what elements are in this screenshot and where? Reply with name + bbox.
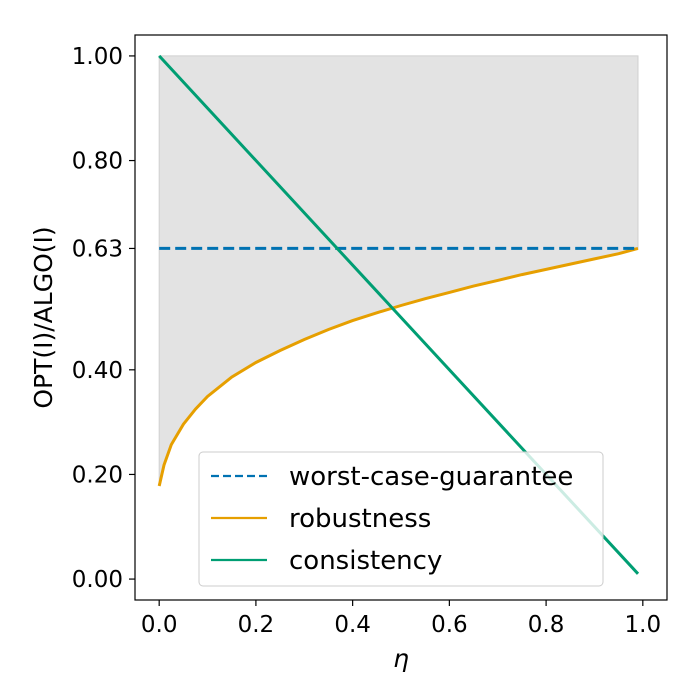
- y-tick-label: 0.20: [72, 462, 123, 488]
- y-tick-label: 0.63: [72, 236, 123, 262]
- legend-items: worst-case-guarantee robustness consistenc…: [211, 462, 573, 576]
- y-tick-label: 0.40: [72, 358, 123, 384]
- x-tick-label: 0.2: [238, 612, 275, 638]
- y-ticks: 0.00 0.20 0.40 0.63 0.80 1.00: [72, 44, 135, 593]
- x-axis-label: η: [393, 644, 409, 673]
- x-tick-label: 1.0: [625, 612, 662, 638]
- y-axis-label: OPT(I)/ALGO(I): [29, 226, 58, 408]
- series-line-robustness: [157, 246, 639, 487]
- y-tick-label: 0.00: [72, 567, 123, 593]
- y-tick-label: 1.00: [72, 44, 123, 70]
- x-tick-label: 0.0: [141, 612, 178, 638]
- y-tick-label: 0.80: [72, 149, 123, 175]
- legend: worst-case-guarantee robustness consistenc…: [198, 451, 604, 587]
- x-ticks: 0.0 0.2 0.4 0.6 0.8 1.0: [141, 600, 661, 638]
- shaded-region: [158, 55, 639, 487]
- legend-box: [198, 451, 604, 587]
- legend-label-consistency: consistency: [289, 546, 442, 576]
- x-tick-label: 0.4: [334, 612, 371, 638]
- shaded-region-layer: [158, 55, 639, 487]
- axes-frame: [134, 34, 668, 601]
- x-tick-label: 0.6: [431, 612, 468, 638]
- legend-label-worst-case-guarantee: worst-case-guarantee: [289, 462, 573, 492]
- legend-label-robustness: robustness: [289, 504, 431, 534]
- x-tick-label: 0.8: [528, 612, 565, 638]
